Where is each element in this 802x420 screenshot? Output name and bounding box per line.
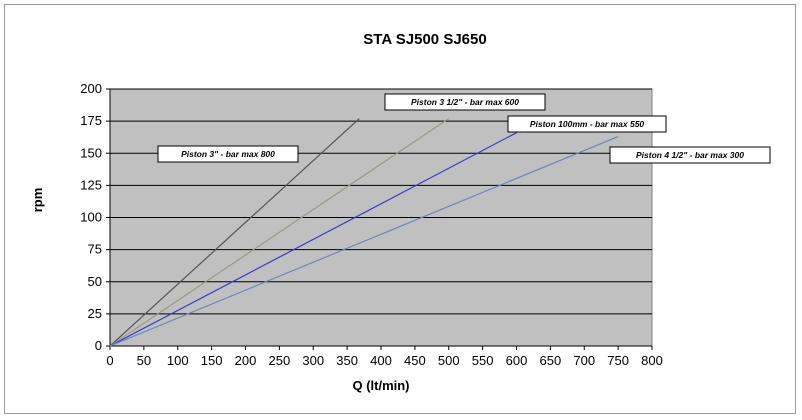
x-tick-label-7: 350 (336, 353, 358, 368)
y-tick-label-1: 25 (88, 306, 102, 321)
series-line-1 (109, 118, 450, 347)
y-axis-ticks: 0 25 50 75 100 125 150 175 200 (80, 81, 110, 353)
y-tick-label-0: 0 (95, 338, 102, 353)
y-tick-label-2: 50 (88, 274, 102, 289)
series-annotation-2: Piston 100mm - bar max 550 (507, 115, 667, 133)
x-tick-label-1: 50 (137, 353, 151, 368)
annotation-box-2 (507, 115, 667, 133)
x-tick-label-10: 500 (438, 353, 460, 368)
y-tick-label-6: 150 (80, 145, 102, 160)
y-tick-label-8: 200 (80, 81, 102, 96)
series-layer (109, 118, 619, 347)
annotation-text-0: Piston 3" - bar max 800 (181, 149, 275, 159)
x-tick-label-8: 400 (370, 353, 392, 368)
y-tick-label-5: 125 (80, 177, 102, 192)
series-annotation-3: Piston 4 1/2" - bar max 300 (609, 146, 771, 164)
chart-title: STA SJ500 SJ650 (363, 31, 486, 48)
x-tick-label-12: 600 (506, 353, 528, 368)
annotation-box-1 (384, 93, 546, 111)
x-tick-label-11: 550 (472, 353, 494, 368)
annotation-text-1: Piston 3 1/2" - bar max 600 (411, 97, 519, 107)
x-tick-label-16: 800 (641, 353, 663, 368)
x-tick-label-5: 250 (269, 353, 291, 368)
series-annotation-0: Piston 3" - bar max 800 (157, 145, 299, 163)
x-tick-label-3: 150 (201, 353, 223, 368)
x-tick-label-14: 700 (573, 353, 595, 368)
x-tick-label-15: 750 (607, 353, 629, 368)
x-axis-ticks: 0 50 100 150 200 250 300 350 400 450 500 550 600 650 7… (106, 89, 663, 368)
annotation-text-3: Piston 4 1/2" - bar max 300 (636, 150, 744, 160)
x-tick-label-6: 300 (302, 353, 324, 368)
y-tick-label-3: 75 (88, 242, 102, 257)
x-tick-label-2: 100 (167, 353, 189, 368)
series-annotations: Piston 3" - bar max 800 Piston 3 1/2" - b… (157, 93, 771, 164)
y-axis-label: rpm (30, 188, 45, 213)
series-line-2 (109, 132, 517, 347)
annotation-box-3 (609, 146, 771, 164)
x-tick-label-4: 200 (235, 353, 257, 368)
x-tick-label-0: 0 (106, 353, 113, 368)
series-annotation-1: Piston 3 1/2" - bar max 600 (384, 93, 546, 111)
x-tick-label-9: 450 (404, 353, 426, 368)
x-axis-label: Q (lt/min) (352, 378, 409, 393)
series-line-3 (109, 135, 619, 347)
annotation-box-0 (157, 145, 299, 163)
x-tick-label-13: 650 (540, 353, 562, 368)
y-tick-label-7: 175 (80, 113, 102, 128)
series-line-0 (109, 118, 360, 347)
y-tick-label-4: 100 (80, 210, 102, 225)
annotation-text-2: Piston 100mm - bar max 550 (530, 119, 645, 129)
